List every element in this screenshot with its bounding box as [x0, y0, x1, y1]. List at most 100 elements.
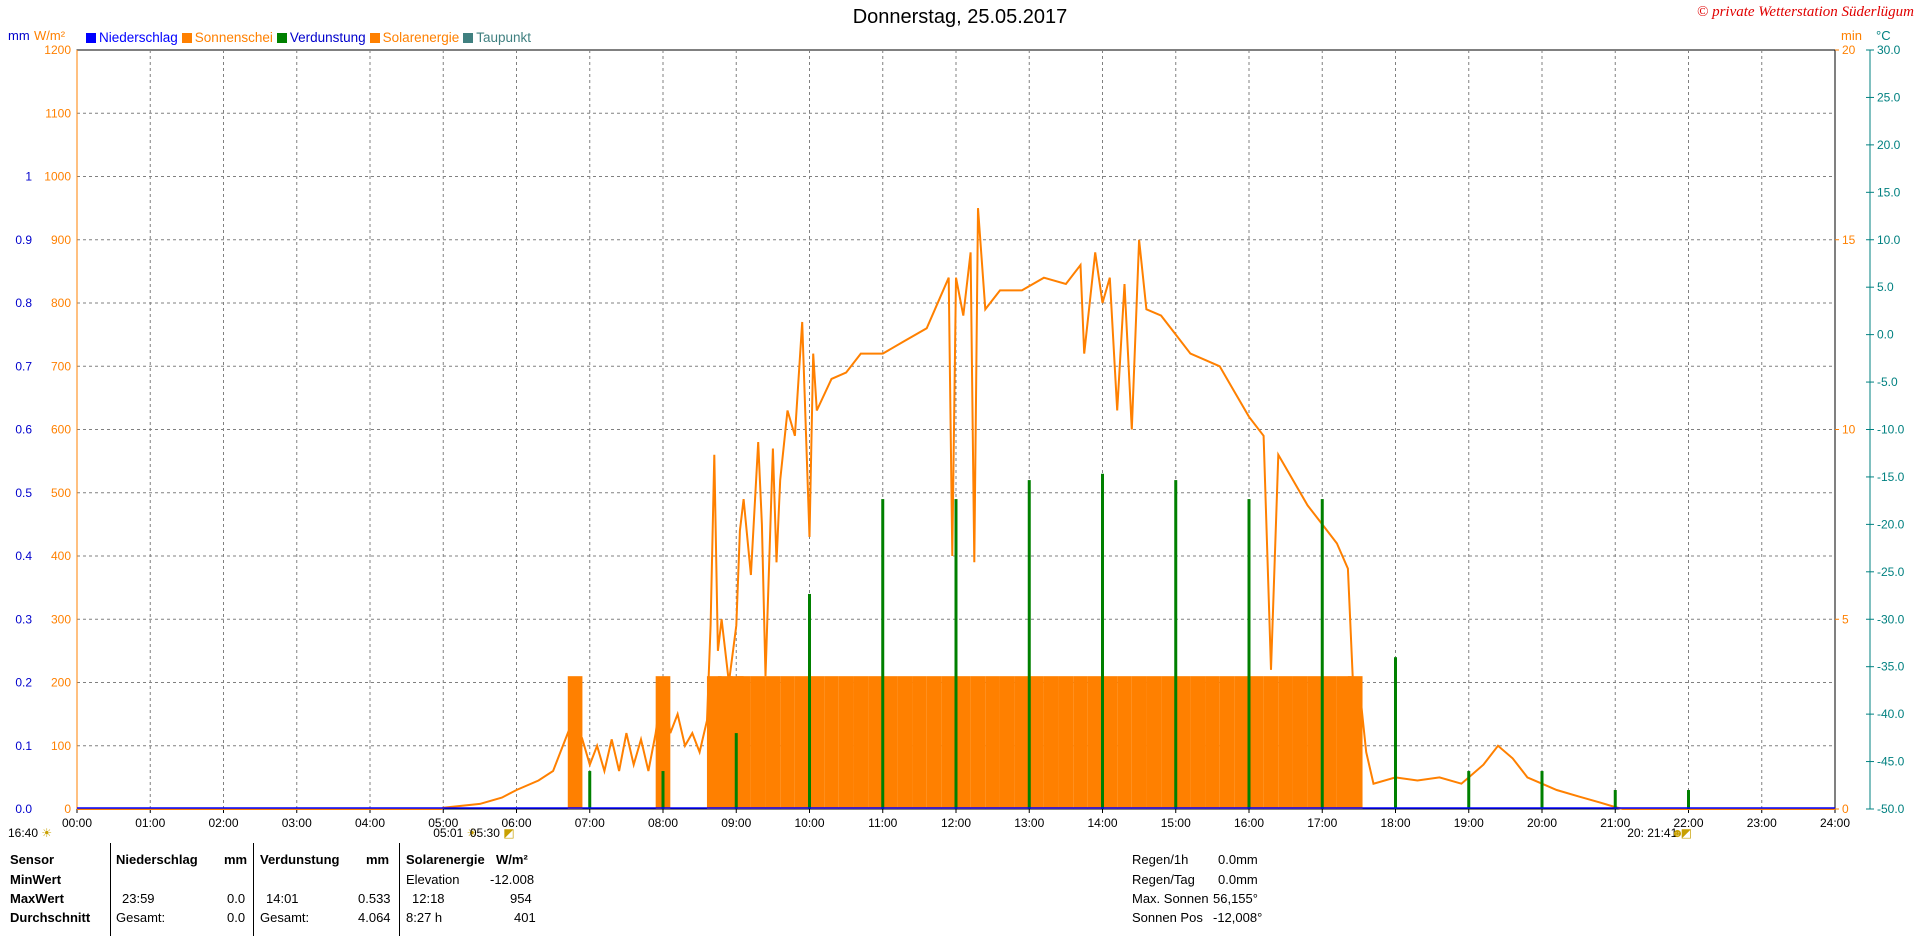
event-mark: ☻ — [1671, 826, 1684, 840]
sunshine-bar — [897, 676, 913, 809]
sunshine-bar — [1043, 676, 1059, 809]
cell-max-evap: 0.533 — [358, 891, 391, 906]
legend-label: Taupunkt — [476, 30, 532, 45]
y-tick-label-mm: 0.6 — [15, 423, 32, 437]
legend-label: Solarenergie — [382, 30, 460, 45]
event-mark-time: 05:30 — [469, 826, 500, 840]
sunshine-bar — [1234, 676, 1249, 809]
y-tick-label-celsius: 15.0 — [1877, 185, 1901, 199]
legend: Niederschlag Sonnenschei Verdunstung Sol… — [86, 30, 535, 45]
x-tick-label: 09:00 — [721, 816, 751, 830]
unit-mm: mm — [8, 28, 30, 43]
unit-wm2: W/m² — [34, 28, 66, 43]
y-tick-label-celsius: 20.0 — [1877, 138, 1901, 152]
sunshine-bar — [1117, 676, 1132, 809]
sunshine-bar — [809, 676, 825, 809]
chart-title: Donnerstag, 25.05.2017 — [852, 6, 1068, 28]
y-tick-label-celsius: -40.0 — [1877, 707, 1905, 721]
cell-avg-solar: 401 — [514, 910, 536, 925]
cell-max-precip-time: 23:59 — [122, 891, 155, 906]
evaporation-bar — [881, 499, 885, 809]
evaporation-bar — [661, 771, 665, 809]
event-mark: 05:01 ☀ — [433, 826, 477, 840]
y-tick-label-wm2: 300 — [51, 612, 71, 626]
sunshine-bar — [794, 676, 810, 809]
x-tick-label: 06:00 — [501, 816, 531, 830]
sunshine-bar — [941, 676, 956, 809]
table-divider — [253, 843, 254, 936]
sunshine-bar — [1073, 676, 1088, 809]
sunshine-bar — [926, 676, 942, 809]
cell-elevation-label: Elevation — [406, 872, 460, 887]
sunshine-bar — [853, 676, 869, 809]
info-value: -12,008° — [1213, 910, 1263, 925]
sunshine-bar — [985, 676, 1000, 809]
event-mark: 20: 21:41 ◩ — [1627, 826, 1692, 840]
x-tick-label: 14:00 — [1087, 816, 1117, 830]
evaporation-bar — [954, 499, 958, 809]
row-label-max: MaxWert — [10, 891, 64, 906]
cell-elevation-value: -12.008 — [490, 872, 535, 887]
sunshine-bar — [1190, 676, 1206, 809]
y-tick-label-wm2: 200 — [51, 676, 71, 690]
header-evap-unit: mm — [366, 852, 390, 867]
y-tick-label-wm2: 700 — [51, 359, 71, 373]
evaporation-bar — [1101, 473, 1104, 809]
y-tick-label-celsius: -50.0 — [1877, 802, 1905, 816]
sunshine-bar — [1102, 676, 1118, 809]
sunshine-bar — [780, 676, 795, 809]
evaporation-bar — [1027, 480, 1031, 809]
x-tick-label: 15:00 — [1161, 816, 1191, 830]
y-tick-label-mm: 0.2 — [15, 676, 32, 690]
event-mark-icon: ☀ — [463, 826, 478, 840]
evaporation-bar — [1174, 480, 1178, 809]
cell-max-solar: 954 — [510, 891, 532, 906]
y-tick-label-celsius: 10.0 — [1877, 233, 1901, 247]
info-value: 0.0mm — [1218, 872, 1258, 887]
evaporation-bar — [1394, 657, 1397, 809]
legend-item-taupunkt[interactable]: Taupunkt — [463, 30, 531, 45]
legend-swatch — [86, 32, 96, 43]
x-tick-label: 03:00 — [282, 816, 312, 830]
info-label: Regen/1h — [1132, 852, 1189, 867]
sunshine-bar — [882, 676, 898, 809]
legend-item-sonnenschein[interactable]: Sonnenschei — [181, 30, 273, 45]
sunshine-bar — [1161, 676, 1176, 809]
x-tick-label: 00:00 — [62, 816, 92, 830]
copyright-label: © private Wetterstation Süderlügum — [1696, 4, 1914, 20]
table-divider — [110, 843, 111, 936]
cell-max-solar-time: 12:18 — [412, 891, 445, 906]
x-tick-label: 05:00 — [428, 816, 458, 830]
evaporation-bar — [1540, 771, 1544, 809]
cell-total-label-evap: Gesamt: — [260, 910, 310, 925]
sunshine-bar — [838, 676, 854, 809]
y-tick-label-min: 10 — [1842, 423, 1856, 437]
evaporation-bar — [1247, 499, 1251, 809]
evaporation-bar — [1467, 771, 1471, 809]
x-tick-label: 01:00 — [135, 816, 165, 830]
info-label: Max. Sonnen — [1132, 891, 1209, 906]
y-tick-label-celsius: 5.0 — [1877, 280, 1894, 294]
y-tick-label-wm2: 800 — [51, 296, 71, 310]
legend-item-niederschlag[interactable]: Niederschlag — [86, 30, 178, 45]
unit-min: min — [1841, 28, 1862, 43]
evaporation-bar — [1687, 790, 1690, 809]
x-tick-label: 18:00 — [1380, 816, 1410, 830]
y-tick-label-min: 15 — [1842, 233, 1856, 247]
sunshine-bar — [1219, 676, 1235, 809]
sunshine-bar — [1175, 676, 1191, 809]
legend-item-solarenergie[interactable]: Solarenergie — [369, 30, 460, 45]
y-tick-label-celsius: -45.0 — [1877, 755, 1905, 769]
sunshine-bar — [1249, 676, 1264, 809]
x-tick-label: 07:00 — [575, 816, 605, 830]
solar-energy-line — [77, 208, 1835, 810]
legend-item-verdunstung[interactable]: Verdunstung — [276, 30, 366, 45]
y-tick-label-mm: 0.0 — [15, 802, 32, 816]
y-tick-label-min: 0 — [1842, 802, 1849, 816]
sunshine-bar — [912, 676, 927, 809]
info-label: Sonnen Pos — [1132, 910, 1203, 925]
event-mark-time: 05:01 — [433, 826, 464, 840]
header-solar: Solarenergie — [406, 852, 485, 867]
y-tick-label-celsius: -35.0 — [1877, 660, 1905, 674]
